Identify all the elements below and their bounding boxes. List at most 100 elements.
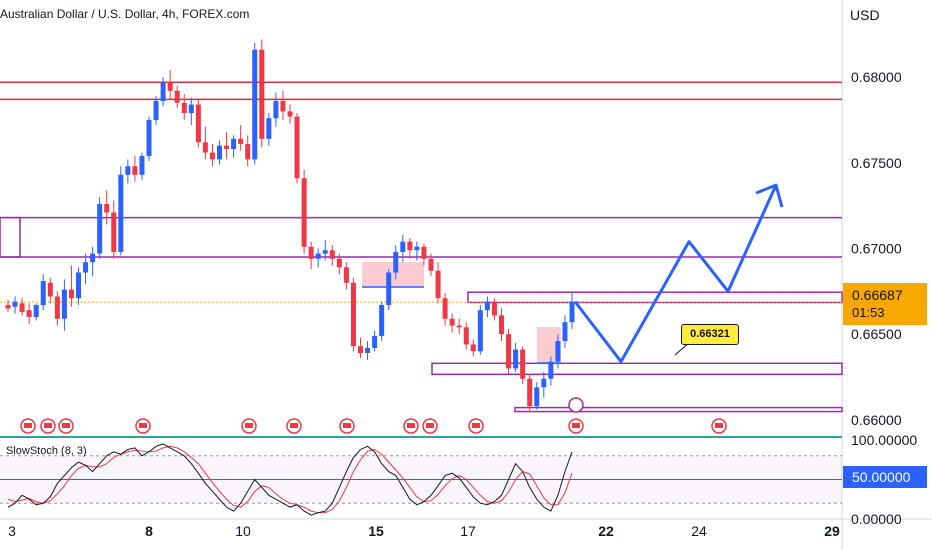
candle-body-23 [167, 82, 173, 91]
event-icon-flag [472, 423, 480, 428]
bar-countdown: 01:53 [852, 305, 885, 320]
time-tick-1: 8 [145, 523, 153, 539]
event-icon [286, 418, 302, 434]
indicator-label: SlowStoch (8, 3) [6, 445, 87, 457]
candle-body-13 [97, 203, 103, 254]
stoch-level-badge: 50.00000 [843, 466, 927, 488]
stoch-k-line [7, 443, 573, 516]
candle-body-0 [5, 305, 11, 309]
candle-body-69 [491, 301, 497, 316]
candle-body-14 [104, 203, 110, 213]
candle-body-8 [61, 289, 67, 319]
candle-body-80 [569, 301, 575, 323]
price-callout: 0.66321 [681, 324, 739, 345]
candle-body-12 [90, 253, 96, 263]
event-icon [339, 418, 355, 434]
candle-body-64 [456, 325, 462, 328]
candle-body-34 [245, 143, 251, 160]
time-tick-0: 3 [8, 523, 16, 539]
event-icon-flag [343, 423, 351, 428]
event-icon [711, 418, 727, 434]
candle-body-71 [506, 334, 512, 369]
zone-support-box [431, 362, 843, 376]
candle-body-73 [520, 349, 526, 379]
candle-body-49 [350, 282, 356, 347]
candle-body-59 [421, 246, 427, 259]
candle-body-42 [301, 178, 307, 247]
lightning-icon [568, 397, 584, 413]
event-icon-flag [139, 423, 147, 428]
candle-body-30 [217, 145, 222, 160]
time-tick-2: 10 [235, 523, 251, 539]
candle-body-70 [499, 315, 504, 335]
candle-body-35 [252, 49, 258, 160]
event-icon-flag [62, 423, 70, 428]
time-tick-7: 29 [824, 523, 840, 539]
candle-body-75 [534, 387, 540, 407]
candle-body-43 [308, 246, 314, 259]
candle-body-31 [224, 145, 230, 150]
event-icon [135, 418, 151, 434]
candle-body-45 [322, 250, 328, 254]
candle-body-56 [400, 241, 406, 252]
candle-body-41 [294, 116, 300, 179]
time-tick-3: 15 [368, 523, 384, 539]
candle-body-67 [477, 310, 483, 352]
event-icon-flag [715, 423, 723, 428]
candle-body-24 [174, 90, 180, 103]
candle-body-68 [484, 301, 490, 311]
event-icon-flag [426, 423, 434, 428]
time-tick-6: 24 [691, 523, 707, 539]
event-icon-flag [245, 423, 253, 428]
candle-body-65 [463, 327, 469, 345]
candle-body-4 [33, 305, 39, 318]
candle-body-66 [470, 344, 476, 352]
candle-body-20 [146, 119, 152, 156]
candle-body-77 [548, 361, 554, 379]
candle-body-18 [132, 166, 138, 175]
candle-body-21 [153, 101, 159, 120]
candle-body-1 [12, 301, 18, 307]
candle-body-47 [336, 258, 342, 268]
candle-body-28 [202, 142, 208, 153]
candle-body-29 [209, 152, 215, 160]
candle-body-62 [442, 298, 448, 319]
indicator-tick-0: 100.00000 [851, 432, 917, 448]
candle-body-78 [555, 341, 561, 362]
current-price: 0.66687 [852, 287, 903, 303]
candle-body-60 [428, 258, 434, 271]
candle-body-5 [40, 281, 46, 306]
event-icon [403, 418, 419, 434]
candle-body-3 [26, 310, 32, 318]
projection-arrowhead [755, 183, 784, 208]
candle-body-40 [287, 111, 293, 117]
candle-body-7 [54, 296, 60, 319]
candle-body-9 [68, 289, 74, 299]
chart-title: Australian Dollar / U.S. Dollar, 4h, FOR… [0, 7, 250, 21]
price-tick-4: 0.66000 [851, 412, 902, 428]
candle-body-79 [562, 322, 568, 342]
candle-body-39 [280, 101, 286, 112]
event-icon-flag [572, 423, 580, 428]
event-icon [20, 418, 36, 434]
indicator-tick-1: 0.00000 [851, 511, 902, 527]
candle-body-2 [19, 303, 25, 312]
zone-bottom-box [514, 406, 843, 413]
time-tick-5: 22 [598, 523, 614, 539]
candle-body-50 [358, 346, 363, 354]
candle-body-53 [379, 305, 385, 336]
candle-body-54 [386, 272, 392, 306]
zone-upper-left [0, 216, 21, 258]
candle-body-44 [315, 253, 321, 259]
candle-body-32 [231, 138, 237, 150]
candle-body-72 [513, 349, 519, 369]
candle-body-61 [435, 270, 441, 299]
time-tick-4: 17 [460, 523, 476, 539]
event-icon-flag [290, 423, 298, 428]
stoch-d-line [7, 445, 573, 514]
candle-body-55 [393, 251, 399, 273]
candle-body-48 [343, 267, 349, 283]
candle-body-51 [365, 347, 371, 354]
